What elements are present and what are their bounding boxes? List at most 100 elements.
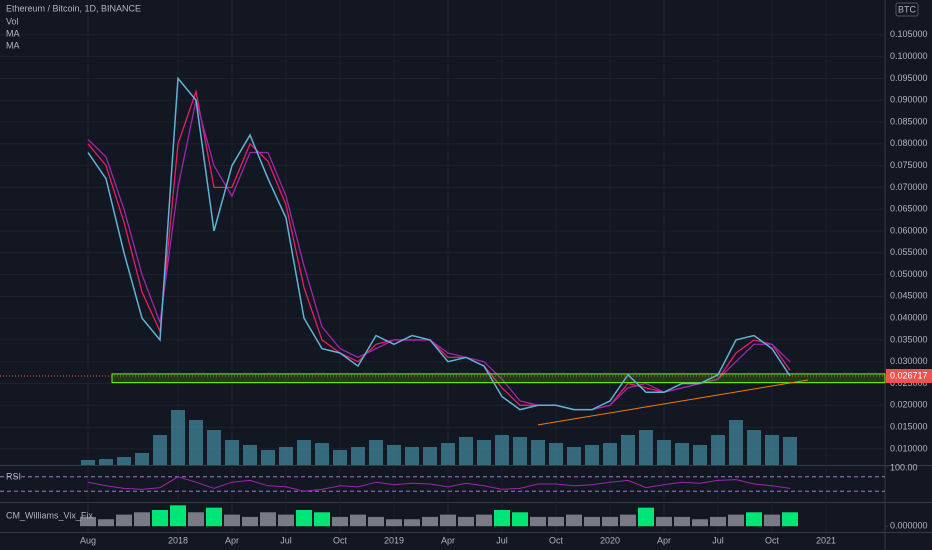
vix-bar: [224, 514, 240, 527]
vix-bar: [404, 519, 420, 527]
vix-bar: [584, 516, 600, 527]
volume-bar: [495, 435, 509, 465]
last-price-label: 0.026717: [890, 370, 928, 380]
vix-bar: [80, 516, 96, 527]
y-tick-label: 100.00: [890, 462, 918, 472]
volume-bar: [171, 410, 185, 465]
vix-bar: [530, 516, 546, 527]
x-tick-label: Apr: [441, 535, 455, 545]
y-tick-label: 0.065000: [890, 204, 928, 214]
chart-title: Ethereum / Bitcoin, 1D, BINANCE: [6, 3, 141, 13]
y-tick-label: 0.100000: [890, 51, 928, 61]
volume-bar: [99, 459, 113, 465]
volume-bar: [279, 447, 293, 465]
x-tick-label: 2021: [816, 535, 836, 545]
vix-bar: [188, 512, 204, 527]
volume-bar: [765, 435, 779, 465]
vix-bar: [728, 514, 744, 527]
volume-bar: [225, 440, 239, 465]
vix-bar: [134, 512, 150, 527]
volume-bar: [387, 445, 401, 465]
vix-bar: [440, 514, 456, 527]
vix-bar: [242, 516, 258, 527]
y-tick-label: 0.105000: [890, 29, 928, 39]
volume-bar: [81, 460, 95, 465]
y-tick-label: 0.095000: [890, 73, 928, 83]
volume-bar: [423, 447, 437, 465]
y-tick-label: 0.080000: [890, 138, 928, 148]
volume-bar: [639, 430, 653, 465]
ma-line: [87, 100, 791, 411]
vix-bar: [116, 514, 132, 527]
vix-bar: [278, 514, 294, 527]
y-tick-label: 0.090000: [890, 95, 928, 105]
volume-bar: [405, 447, 419, 465]
vix-bar: [782, 512, 798, 527]
currency-tag[interactable]: [895, 2, 919, 17]
pane-title: RSI: [6, 471, 21, 481]
support-zone: [111, 373, 886, 384]
volume-bar: [747, 430, 761, 465]
y-tick-label: 0.085000: [890, 116, 928, 126]
volume-bar: [297, 440, 311, 465]
volume-bar: [333, 450, 347, 465]
legend-entry: MA: [6, 40, 20, 50]
x-tick-label: 2018: [168, 535, 188, 545]
x-tick-label: Jul: [496, 535, 508, 545]
y-tick-label: 0.075000: [890, 160, 928, 170]
last-price-tag: [886, 369, 932, 384]
price-line: [87, 76, 791, 411]
vix-bar: [638, 507, 654, 527]
y-tick-label: 0.015000: [890, 421, 928, 431]
volume-bar: [783, 437, 797, 465]
volume-bar: [567, 447, 581, 465]
vix-bar: [620, 514, 636, 527]
vix-bar: [368, 516, 384, 527]
volume-bar: [513, 437, 527, 465]
vix-bar: [314, 512, 330, 527]
vix-bar: [350, 514, 366, 527]
y-tick-label: 0.045000: [890, 291, 928, 301]
vix-bar: [458, 516, 474, 527]
vix-bar: [746, 512, 762, 527]
vix-bar: [692, 519, 708, 527]
volume-bar: [531, 440, 545, 465]
x-tick-label: 2019: [384, 535, 404, 545]
volume-bar: [603, 443, 617, 465]
pane-title: CM_Williams_Vix_Fix: [6, 510, 93, 520]
volume-bar: [657, 440, 671, 465]
vix-bar: [170, 505, 186, 527]
y-tick-label: 0.035000: [890, 334, 928, 344]
y-tick-label: 0.055000: [890, 247, 928, 257]
currency-label: BTC: [898, 4, 917, 14]
vix-bar: [98, 519, 114, 527]
volume-bar: [243, 445, 257, 465]
volume-bar: [585, 445, 599, 465]
rsi-line: [87, 476, 791, 492]
y-tick-label: 0.060000: [890, 225, 928, 235]
volume-bar: [369, 440, 383, 465]
volume-bar: [207, 430, 221, 465]
vix-bar: [476, 514, 492, 527]
volume-bar: [135, 453, 149, 465]
vix-bar: [764, 514, 780, 527]
volume-bar: [315, 443, 329, 465]
volume-bar: [261, 450, 275, 465]
y-tick-label: 0.040000: [890, 313, 928, 323]
x-tick-label: Apr: [225, 535, 239, 545]
x-tick-label: 2020: [600, 535, 620, 545]
volume-bar: [675, 443, 689, 465]
y-tick-label: 0.070000: [890, 182, 928, 192]
volume-bar: [441, 443, 455, 465]
x-tick-label: Oct: [333, 535, 348, 545]
volume-bar: [477, 440, 491, 465]
vix-bar: [602, 516, 618, 527]
vix-bar: [260, 512, 276, 527]
vix-bar: [656, 516, 672, 527]
volume-bar: [621, 435, 635, 465]
x-tick-label: Oct: [549, 535, 564, 545]
volume-bar: [549, 443, 563, 465]
volume-bar: [189, 420, 203, 465]
